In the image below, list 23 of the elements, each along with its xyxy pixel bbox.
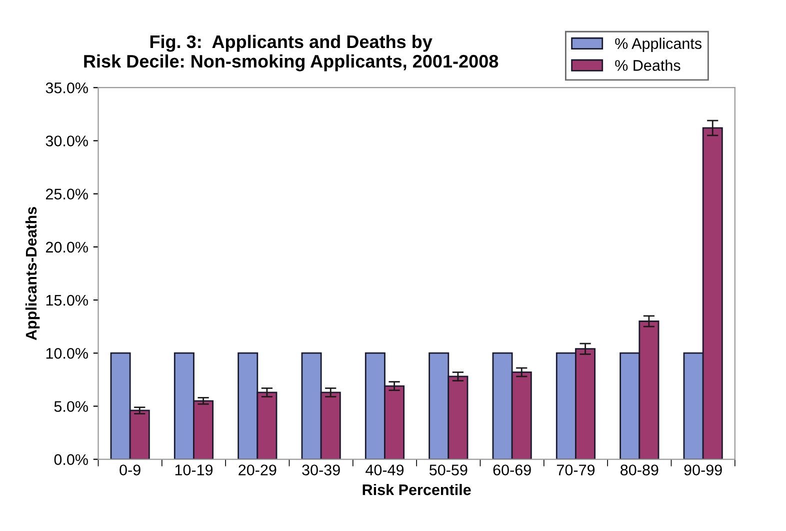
chart-title: Fig. 3: Applicants and Deaths by Risk Decile: Non-smoking Applicants, 2001-2008 (84, 34, 498, 72)
x-tick-label: 30-39 (302, 464, 340, 476)
y-tick-label: 25.0% (46, 188, 88, 200)
y-tick-label: 20.0% (46, 242, 88, 253)
legend-label: % Applicants (615, 38, 702, 52)
x-tick-label: 40-49 (366, 464, 404, 476)
legend-label: % Deaths (615, 60, 680, 71)
x-axis-title: Risk Percentile (362, 484, 471, 496)
y-tick-label: 15.0% (46, 294, 88, 306)
y-axis-title: Applicants-Deaths (25, 207, 40, 340)
x-tick-label: 10-19 (175, 464, 213, 476)
y-tick-label: 30.0% (46, 136, 88, 146)
x-tick-label: 0-9 (120, 464, 140, 476)
x-tick-label: 70-79 (556, 464, 595, 476)
x-tick-label: 80-89 (620, 464, 658, 476)
x-tick-label: 50-59 (429, 464, 468, 476)
x-tick-label: 60-69 (493, 464, 531, 476)
y-tick-label: 5.0% (54, 401, 88, 412)
x-tick-label: 90-99 (684, 464, 722, 476)
x-tick-label: 20-29 (238, 464, 276, 476)
y-tick-label: 10.0% (46, 348, 88, 359)
y-tick-label: 0.0% (54, 454, 88, 465)
y-tick-label: 35.0% (46, 82, 88, 94)
